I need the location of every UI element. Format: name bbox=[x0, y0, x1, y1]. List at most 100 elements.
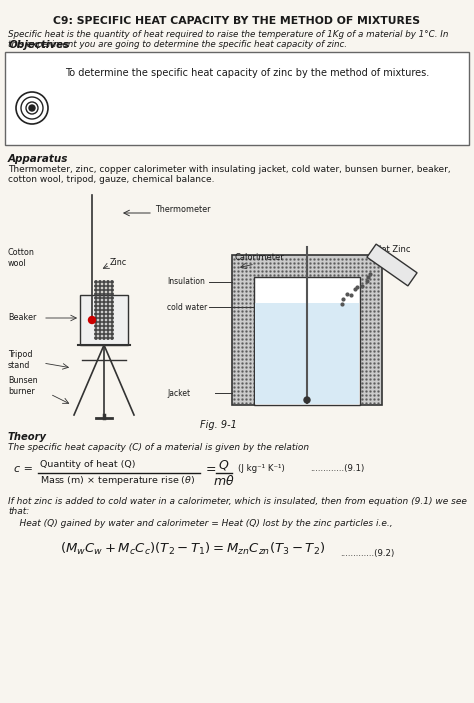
Bar bbox=[5, 52, 469, 145]
Circle shape bbox=[103, 285, 105, 288]
Circle shape bbox=[111, 321, 113, 323]
Circle shape bbox=[107, 317, 109, 319]
Circle shape bbox=[95, 297, 97, 299]
Circle shape bbox=[95, 321, 97, 323]
Text: Heat (Q) gained by water and calorimeter = Heat (Q) lost by the zinc particles i: Heat (Q) gained by water and calorimeter… bbox=[8, 519, 392, 528]
Text: this experiment you are going to determine the specific heat capacity of zinc.: this experiment you are going to determi… bbox=[8, 40, 347, 49]
Text: Zinc: Zinc bbox=[110, 258, 127, 267]
Circle shape bbox=[99, 321, 101, 323]
Circle shape bbox=[107, 293, 109, 295]
Circle shape bbox=[103, 309, 105, 311]
Circle shape bbox=[99, 293, 101, 295]
Circle shape bbox=[107, 313, 109, 315]
Bar bbox=[80, 295, 128, 345]
Text: Objectives: Objectives bbox=[9, 40, 70, 50]
Circle shape bbox=[99, 337, 101, 340]
Text: Mass (m) $\times$ temperature rise ($\theta$): Mass (m) $\times$ temperature rise ($\th… bbox=[40, 474, 195, 487]
Circle shape bbox=[95, 293, 97, 295]
Text: Tripod
stand: Tripod stand bbox=[8, 350, 33, 370]
Circle shape bbox=[107, 325, 109, 327]
Circle shape bbox=[107, 337, 109, 340]
Circle shape bbox=[304, 397, 310, 403]
Circle shape bbox=[95, 305, 97, 307]
Text: Bunsen
burner: Bunsen burner bbox=[8, 376, 37, 396]
Circle shape bbox=[99, 280, 101, 283]
Circle shape bbox=[111, 297, 113, 299]
Circle shape bbox=[107, 297, 109, 299]
Circle shape bbox=[95, 329, 97, 331]
Circle shape bbox=[95, 333, 97, 335]
Circle shape bbox=[95, 325, 97, 327]
Circle shape bbox=[111, 313, 113, 315]
Circle shape bbox=[95, 309, 97, 311]
Circle shape bbox=[111, 337, 113, 340]
Text: Calorimeter: Calorimeter bbox=[235, 253, 285, 262]
Circle shape bbox=[111, 325, 113, 327]
Text: Theory: Theory bbox=[8, 432, 47, 442]
Circle shape bbox=[99, 301, 101, 303]
Circle shape bbox=[103, 297, 105, 299]
Circle shape bbox=[95, 280, 97, 283]
Text: that:: that: bbox=[8, 507, 29, 516]
Text: cotton wool, tripod, gauze, chemical balance.: cotton wool, tripod, gauze, chemical bal… bbox=[8, 175, 215, 184]
Circle shape bbox=[111, 289, 113, 291]
Circle shape bbox=[107, 301, 109, 303]
Circle shape bbox=[29, 105, 35, 111]
Circle shape bbox=[99, 297, 101, 299]
Text: If hot zinc is added to cold water in a calorimeter, which is insulated, then fr: If hot zinc is added to cold water in a … bbox=[8, 497, 467, 506]
Text: (J kg⁻¹ K⁻¹): (J kg⁻¹ K⁻¹) bbox=[238, 464, 285, 473]
Circle shape bbox=[111, 293, 113, 295]
Text: Cotton
wool: Cotton wool bbox=[8, 248, 35, 268]
Text: Thermometer, zinc, copper calorimeter with insulating jacket, cold water, bunsen: Thermometer, zinc, copper calorimeter wi… bbox=[8, 165, 451, 174]
Circle shape bbox=[111, 309, 113, 311]
Text: Jacket: Jacket bbox=[167, 389, 190, 397]
Circle shape bbox=[107, 289, 109, 291]
Circle shape bbox=[99, 333, 101, 335]
Circle shape bbox=[103, 333, 105, 335]
Circle shape bbox=[103, 293, 105, 295]
Circle shape bbox=[95, 301, 97, 303]
Circle shape bbox=[107, 309, 109, 311]
Circle shape bbox=[103, 305, 105, 307]
Text: Quantity of heat (Q): Quantity of heat (Q) bbox=[40, 460, 136, 469]
Bar bbox=[254, 277, 360, 405]
Circle shape bbox=[99, 317, 101, 319]
Circle shape bbox=[89, 316, 95, 323]
Text: Hot Zinc: Hot Zinc bbox=[375, 245, 410, 254]
Bar bbox=[255, 303, 359, 404]
Circle shape bbox=[107, 333, 109, 335]
Circle shape bbox=[103, 289, 105, 291]
Circle shape bbox=[95, 317, 97, 319]
Text: $\mathit{m\theta}$: $\mathit{m\theta}$ bbox=[213, 474, 235, 488]
Text: To determine the specific heat capacity of zinc by the method of mixtures.: To determine the specific heat capacity … bbox=[65, 68, 429, 78]
Circle shape bbox=[99, 325, 101, 327]
Text: Apparatus: Apparatus bbox=[8, 154, 68, 164]
Circle shape bbox=[95, 289, 97, 291]
Circle shape bbox=[107, 285, 109, 288]
Circle shape bbox=[95, 313, 97, 315]
Circle shape bbox=[103, 301, 105, 303]
Circle shape bbox=[107, 305, 109, 307]
Circle shape bbox=[99, 285, 101, 288]
Text: Specific heat is the quantity of heat required to raise the temperature of 1Kg o: Specific heat is the quantity of heat re… bbox=[8, 30, 448, 39]
Circle shape bbox=[111, 301, 113, 303]
Circle shape bbox=[99, 313, 101, 315]
Circle shape bbox=[103, 280, 105, 283]
Text: C9: SPECIFIC HEAT CAPACITY BY THE METHOD OF MIXTURES: C9: SPECIFIC HEAT CAPACITY BY THE METHOD… bbox=[54, 16, 420, 26]
Circle shape bbox=[111, 305, 113, 307]
Circle shape bbox=[103, 317, 105, 319]
Text: Thermometer: Thermometer bbox=[155, 205, 210, 214]
Text: $\mathit{(M_wC_w + M_cC_c)(T_2 - T_1) = M_{zn}C_{zn}(T_3 - T_2)}$: $\mathit{(M_wC_w + M_cC_c)(T_2 - T_1) = … bbox=[60, 541, 325, 557]
Text: The specific heat capacity (C) of a material is given by the relation: The specific heat capacity (C) of a mate… bbox=[8, 443, 309, 452]
Text: Beaker: Beaker bbox=[8, 313, 36, 322]
Circle shape bbox=[111, 333, 113, 335]
Text: .............(9.2): .............(9.2) bbox=[340, 549, 394, 558]
Circle shape bbox=[103, 321, 105, 323]
Circle shape bbox=[111, 280, 113, 283]
Circle shape bbox=[111, 317, 113, 319]
Circle shape bbox=[107, 329, 109, 331]
Polygon shape bbox=[367, 244, 417, 286]
Circle shape bbox=[111, 285, 113, 288]
Circle shape bbox=[99, 289, 101, 291]
Circle shape bbox=[99, 329, 101, 331]
